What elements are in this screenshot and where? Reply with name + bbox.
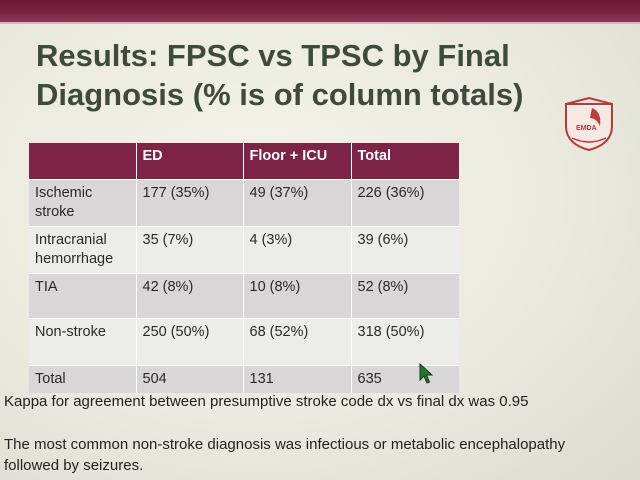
table-row-non-stroke: Non-stroke 250 (50%) 68 (52%) 318 (50%) — [29, 318, 459, 366]
table-header-row: ED Floor + ICU Total — [29, 143, 459, 180]
cell-floor-icu: 68 (52%) — [243, 318, 352, 366]
cell-ed: 250 (50%) — [136, 318, 244, 366]
cell-ed: 35 (7%) — [136, 226, 244, 274]
cell-total: 226 (36%) — [351, 179, 459, 227]
cell-floor-icu: 4 (3%) — [243, 226, 352, 274]
results-table: ED Floor + ICU Total Ischemic stroke 177… — [29, 143, 459, 393]
header-total: Total — [351, 143, 459, 180]
kappa-statement: Kappa for agreement between presumptive … — [4, 393, 529, 410]
mouse-pointer-icon — [419, 363, 433, 384]
title-line-1: Results: FPSC vs TPSC by Final — [36, 38, 510, 73]
cell-ed: 504 — [136, 365, 244, 393]
header-floor-icu: Floor + ICU — [243, 143, 352, 180]
table-row-total: Total 504 131 635 — [29, 365, 459, 393]
table-row-intracranial-hemorrhage: Intracranial hemorrhage 35 (7%) 4 (3%) 3… — [29, 226, 459, 274]
cell-total: 318 (50%) — [351, 318, 459, 366]
header-blank — [29, 143, 137, 180]
cell-ed: 42 (8%) — [136, 273, 244, 319]
row-label: Non-stroke — [29, 318, 137, 366]
emda-logo: EMDA — [565, 96, 613, 152]
non-stroke-note: The most common non-stroke diagnosis was… — [4, 436, 566, 474]
slide-title: Results: FPSC vs TPSC by Final Diagnosis… — [36, 36, 576, 114]
cell-floor-icu: 10 (8%) — [243, 273, 352, 319]
cell-total: 635 — [351, 365, 459, 393]
cell-floor-icu: 131 — [243, 365, 352, 393]
cell-floor-icu: 49 (37%) — [243, 179, 352, 227]
cell-ed: 177 (35%) — [136, 179, 244, 227]
header-ed: ED — [136, 143, 244, 180]
table-row-ischemic-stroke: Ischemic stroke 177 (35%) 49 (37%) 226 (… — [29, 179, 459, 227]
cell-total: 52 (8%) — [351, 273, 459, 319]
row-label: Ischemic stroke — [29, 179, 137, 227]
row-label: TIA — [29, 273, 137, 319]
top-band — [0, 0, 640, 24]
logo-text: EMDA — [576, 125, 597, 132]
row-label: Intracranial hemorrhage — [29, 226, 137, 274]
cell-total: 39 (6%) — [351, 226, 459, 274]
table-row-tia: TIA 42 (8%) 10 (8%) 52 (8%) — [29, 273, 459, 319]
title-line-2: Diagnosis (% is of column totals) — [36, 77, 524, 112]
row-label: Total — [29, 365, 137, 393]
